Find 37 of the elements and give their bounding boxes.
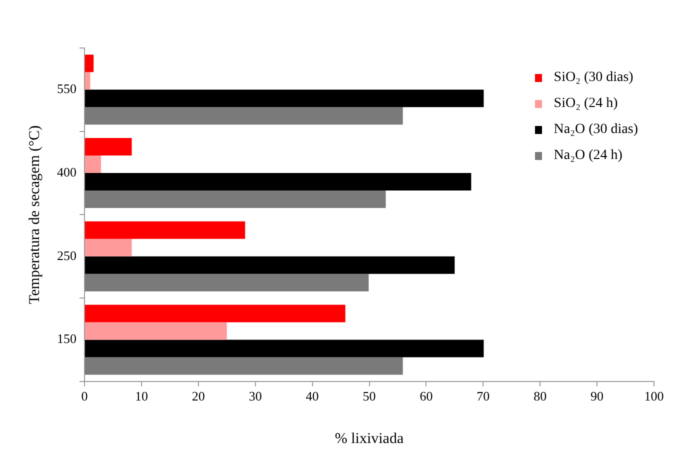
- legend-label: SiO₂ (24 h): [554, 96, 618, 112]
- y-tick-label: 250: [57, 248, 76, 263]
- y-tick-label: 550: [57, 81, 76, 96]
- y-tick-label: 150: [57, 331, 76, 346]
- bar: [85, 156, 102, 174]
- x-axis-title: % lixiviada: [334, 430, 404, 447]
- x-tick-label: 90: [590, 388, 604, 404]
- bar: [85, 54, 94, 72]
- y-axis-title: Temperatura de secagem (°C): [26, 125, 43, 304]
- bar: [85, 256, 455, 274]
- bar: [85, 90, 484, 108]
- x-tick-label: 100: [644, 388, 664, 404]
- y-tick-label: 400: [57, 164, 76, 180]
- bar: [85, 107, 403, 125]
- legend-label: Na₂O (24 h): [554, 148, 622, 164]
- x-tick-label: 30: [248, 388, 262, 404]
- bar: [85, 173, 472, 191]
- x-tick-label: 80: [534, 388, 547, 404]
- legend-label: SiO₂ (30 dias): [554, 70, 634, 86]
- bar: [85, 190, 386, 208]
- bar: [85, 322, 227, 340]
- bar: [85, 357, 403, 375]
- x-tick-label: 40: [306, 388, 319, 404]
- bar: [85, 274, 369, 292]
- bar: [85, 304, 346, 322]
- bar: [85, 72, 90, 90]
- x-tick-label: 20: [192, 388, 205, 404]
- x-tick-label: 10: [134, 388, 148, 404]
- bar: [85, 138, 132, 156]
- bar: [85, 340, 484, 358]
- x-tick-label: 60: [420, 388, 433, 404]
- legend-label: Na₂O (30 dias): [554, 122, 638, 138]
- bar: [85, 221, 246, 239]
- x-tick-label: 0: [81, 388, 88, 404]
- x-tick-label: 70: [476, 388, 490, 404]
- x-tick-label: 50: [362, 388, 376, 404]
- bar: [85, 238, 132, 256]
